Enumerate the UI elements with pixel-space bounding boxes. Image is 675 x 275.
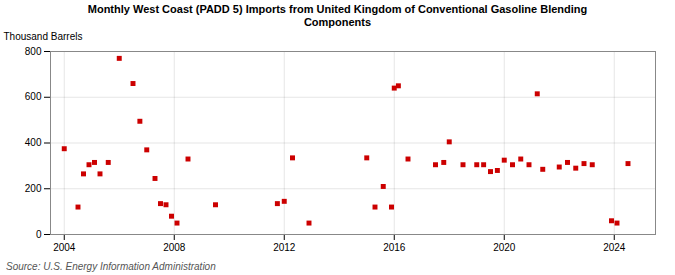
svg-text:2024: 2024: [603, 242, 626, 253]
svg-text:2004: 2004: [53, 242, 76, 253]
html-text:Monthly West Coast (PADD 5) Im: Monthly West Coast (PADD 5) Imports from…: [87, 3, 588, 28]
svg-text:200: 200: [25, 183, 42, 194]
svg-text:2016: 2016: [383, 242, 406, 253]
svg-text:2012: 2012: [273, 242, 296, 253]
svg-text:2020: 2020: [493, 242, 516, 253]
svg-text:600: 600: [25, 91, 42, 102]
html-text:Source: U.S. Energy Informatio: Source: U.S. Energy Information Administ…: [6, 261, 216, 272]
svg-text:0: 0: [36, 229, 42, 240]
svg-text:400: 400: [25, 137, 42, 148]
svg-text:2008: 2008: [163, 242, 186, 253]
svg-text:800: 800: [25, 46, 42, 57]
svg-text:Thousand Barrels: Thousand Barrels: [4, 31, 83, 42]
